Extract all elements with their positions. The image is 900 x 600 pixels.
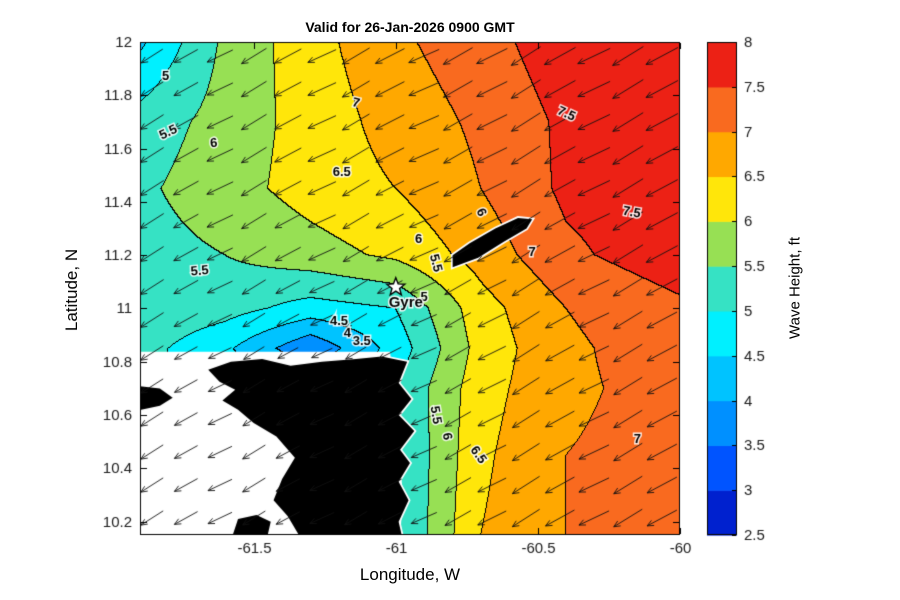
y-axis-label: Latitude, N: [62, 248, 81, 332]
plot-title: Valid for 26-Jan-2026 0900 GMT: [305, 19, 515, 35]
colorbar-label: Wave Height, ft: [786, 237, 804, 339]
x-axis-label: Longitude, W: [359, 565, 461, 584]
